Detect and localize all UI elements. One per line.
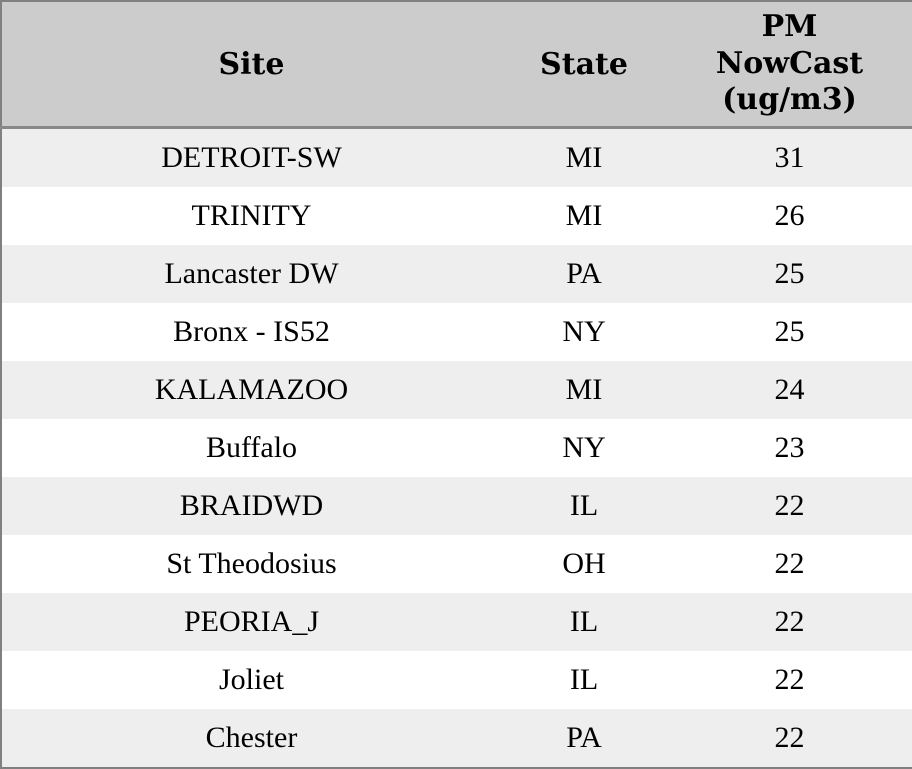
site-cell: Lancaster DW [164, 257, 339, 290]
table-row: DETROIT-SW MI 31 [1, 127, 912, 187]
pm-value-cell: 23 [774, 431, 805, 464]
header-row: Site State PM NowCast (ug/m3) [1, 1, 912, 129]
pm-value-cell: 25 [774, 315, 805, 348]
site-cell: Chester [205, 721, 298, 754]
site-cell: Buffalo [205, 431, 298, 464]
site-cell: DETROIT-SW [161, 141, 342, 174]
pm-value-cell: 22 [774, 605, 805, 638]
state-cell: PA [566, 257, 602, 290]
table-row: St Theodosius OH 22 [1, 535, 912, 593]
pm-value-cell: 22 [774, 721, 805, 754]
table-row: Chester PA 22 [1, 709, 912, 768]
state-cell: PA [566, 721, 602, 754]
site-cell: St Theodosius [166, 547, 337, 580]
table-row: TRINITY MI 26 [1, 187, 912, 245]
site-cell: KALAMAZOO [154, 373, 349, 406]
site-cell: Bronx - IS52 [173, 315, 330, 348]
site-cell: TRINITY [191, 199, 312, 232]
column-header-pm-nowcast: PM NowCast (ug/m3) [667, 1, 912, 129]
table-row: Buffalo NY 23 [1, 419, 912, 477]
column-header-site: Site [1, 1, 501, 129]
table-row: BRAIDWD IL 22 [1, 477, 912, 535]
state-cell: IL [569, 663, 599, 696]
pm-value-cell: 22 [774, 547, 805, 580]
state-cell: MI [565, 373, 603, 406]
site-cell: BRAIDWD [179, 489, 324, 522]
state-cell: IL [569, 605, 599, 638]
table-row: Bronx - IS52 NY 25 [1, 303, 912, 361]
state-cell: NY [562, 431, 606, 464]
pm-value-cell: 31 [774, 141, 805, 174]
table-row: PEORIA_J IL 22 [1, 593, 912, 651]
pm-value-cell: 24 [774, 373, 805, 406]
pm-value-cell: 22 [774, 663, 805, 696]
table-row: Joliet IL 22 [1, 651, 912, 709]
state-cell: MI [565, 141, 603, 174]
table-row: Lancaster DW PA 25 [1, 245, 912, 303]
state-cell: MI [565, 199, 603, 232]
pm-value-cell: 26 [774, 199, 805, 232]
state-cell: IL [569, 489, 599, 522]
state-cell: OH [562, 547, 606, 580]
pm-value-cell: 25 [774, 257, 805, 290]
column-header-state: State [501, 1, 667, 129]
pm-value-cell: 22 [774, 489, 805, 522]
site-cell: PEORIA_J [183, 605, 319, 638]
site-cell: Joliet [219, 663, 284, 696]
state-cell: NY [562, 315, 606, 348]
table-row: KALAMAZOO MI 24 [1, 361, 912, 419]
